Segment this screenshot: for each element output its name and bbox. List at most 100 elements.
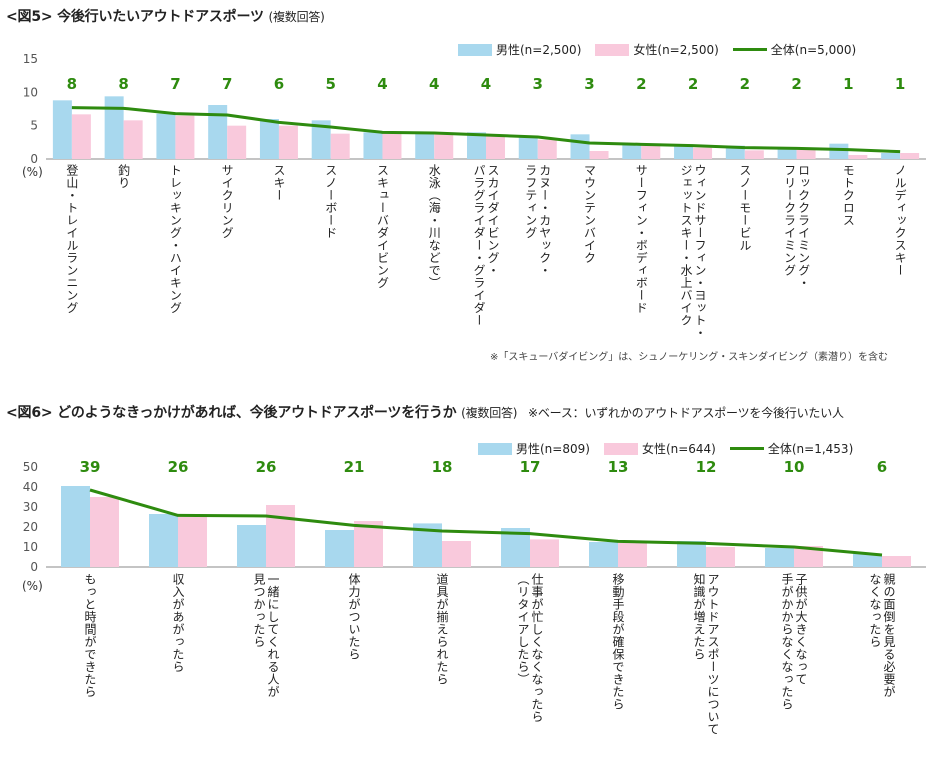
chart6-title-block: <図6> どのようなきっかけがあれば、今後アウトドアスポーツを行うか (複数回答… [6, 402, 844, 422]
category-label: 移動手段が確保できたら [611, 573, 625, 711]
y-tick-label: 5 [30, 119, 38, 133]
data-label: 17 [520, 458, 541, 476]
legend-line-total [732, 48, 767, 51]
category-label: 仕事が忙しくなくなったら （リタイアしたら） [516, 573, 544, 723]
chart5-ylabel: (%) [22, 165, 43, 179]
y-tick-label: 10 [23, 540, 38, 554]
bar-female [641, 145, 661, 159]
bar-male [765, 548, 794, 567]
y-tick-label: 0 [30, 560, 38, 574]
category-label: サイクリング [220, 164, 235, 239]
legend-swatch-female [595, 43, 630, 56]
bar-male [52, 100, 72, 159]
data-label: 39 [80, 458, 101, 476]
chart5-legend: 男性(n=2,500) 女性(n=2,500) 全体(n=5,000) [458, 41, 856, 58]
legend-item-male-6: 男性(n=809) [478, 440, 590, 457]
chart5-subtitle: (複数回答) [268, 10, 325, 24]
bar-male [259, 119, 279, 159]
data-label: 13 [608, 458, 629, 476]
bar-male [518, 137, 538, 159]
category-label: 一緒にしてくれる人が 見つかったら [252, 573, 280, 698]
category-label: 道具が揃えられたら [435, 573, 449, 686]
bar-female [486, 135, 505, 159]
data-label: 1 [895, 75, 905, 93]
category-label: 水泳（海・川などで） [427, 164, 442, 289]
category-label: サーフィン・ボディボード [634, 164, 649, 314]
data-label: 21 [344, 458, 365, 476]
bar-female [266, 505, 295, 567]
bar-male [589, 542, 618, 567]
bar-female [442, 541, 471, 567]
data-label: 8 [118, 75, 128, 93]
category-label: トレッキング・ハイキング [168, 164, 183, 314]
bar-female [178, 517, 207, 567]
data-label: 18 [432, 458, 453, 476]
legend-label-female: 女性(n=2,500) [633, 43, 719, 57]
chart5-plot: 0 5 10 15 8 8 7 7 6 5 4 4 4 3 3 2 2 2 2 1 1 [23, 52, 926, 166]
legend-item-total-6: 全体(n=1,453) [729, 440, 853, 457]
data-label: 5 [325, 75, 335, 93]
chart6-note: ※ベース：いずれかのアウトドアスポーツを今後行いたい人 [527, 406, 844, 420]
bar-male [149, 514, 178, 567]
bar-male [725, 145, 745, 159]
chart5-title: <図5> 今後行いたいアウトドアスポーツ [6, 9, 264, 25]
bar-male [156, 113, 176, 159]
bar-female [882, 556, 911, 567]
legend-swatch-female-6 [603, 442, 638, 455]
chart5-footnote: ※「スキューバダイビング」は、シュノーケリング・スキンダイビング（素潜り）を含む [490, 352, 888, 363]
bar-male [311, 120, 331, 159]
bar-male [208, 105, 228, 159]
legend-line-total-6 [729, 447, 764, 450]
data-label: 2 [688, 75, 698, 93]
data-label: 3 [584, 75, 594, 93]
bar-female [90, 497, 119, 567]
bar-female [330, 133, 350, 159]
data-label: 8 [67, 75, 77, 93]
bar-female [123, 120, 143, 159]
y-tick-label: 15 [23, 52, 38, 66]
category-label: ロッククライミング・ フリークライミング [782, 164, 811, 289]
category-label: スキューバダイビング [375, 164, 390, 289]
legend-swatch-male-6 [478, 442, 512, 455]
legend-item-female: 女性(n=2,500) [595, 41, 719, 58]
category-label: カヌー・カヤック・ ラフティング [523, 164, 552, 277]
bar-female [618, 543, 647, 567]
series-line-total [89, 488, 883, 557]
y-tick-label: 20 [23, 520, 38, 534]
y-tick-label: 0 [30, 152, 38, 166]
data-label: 6 [274, 75, 284, 93]
data-label: 4 [481, 75, 491, 93]
legend-label-total: 全体(n=5,000) [770, 43, 857, 57]
data-label: 3 [533, 75, 543, 93]
bar-female [744, 150, 764, 159]
bar-female [589, 151, 609, 159]
chart5-title-block: <図5> 今後行いたいアウトドアスポーツ (複数回答) [6, 6, 325, 26]
bar-male [829, 143, 849, 159]
bar-male [325, 530, 354, 567]
data-label: 2 [740, 75, 750, 93]
category-label: スカイダイビング・ パラグライダー・グライダー [472, 164, 500, 327]
bar-male [777, 147, 797, 159]
bar-female [796, 149, 816, 159]
category-label: 子供が大きくなって 手がかからなくなったら [780, 573, 808, 711]
category-label: 親の面倒を見る必要が なくなったら [868, 573, 896, 698]
category-label: 釣り [116, 164, 131, 189]
data-label: 7 [170, 75, 180, 93]
data-label: 10 [784, 458, 805, 476]
data-label: 12 [696, 458, 717, 476]
bar-female [848, 155, 868, 159]
chart6-title: <図6> どのようなきっかけがあれば、今後アウトドアスポーツを行うか [6, 405, 457, 421]
bar-female [354, 521, 383, 567]
data-label: 2 [791, 75, 801, 93]
category-label: 体力がついたら [347, 573, 361, 661]
data-label: 2 [636, 75, 646, 93]
y-tick-label: 40 [23, 480, 38, 494]
bar-female [227, 125, 247, 159]
category-label: スキー [271, 164, 286, 202]
legend-label-male: 男性(n=2,500) [496, 43, 582, 57]
bar-male [104, 96, 124, 159]
bar-male [415, 132, 435, 159]
data-label: 26 [256, 458, 277, 476]
